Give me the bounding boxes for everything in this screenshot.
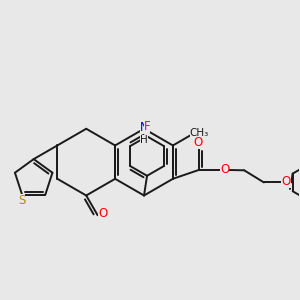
Text: S: S	[18, 194, 26, 207]
Text: O: O	[194, 136, 203, 148]
Text: O: O	[98, 207, 108, 220]
Text: N: N	[140, 121, 148, 134]
Text: O: O	[220, 163, 230, 176]
Text: O: O	[281, 175, 291, 188]
Text: CH₃: CH₃	[190, 128, 209, 138]
Text: H: H	[140, 135, 148, 145]
Text: F: F	[144, 120, 150, 133]
